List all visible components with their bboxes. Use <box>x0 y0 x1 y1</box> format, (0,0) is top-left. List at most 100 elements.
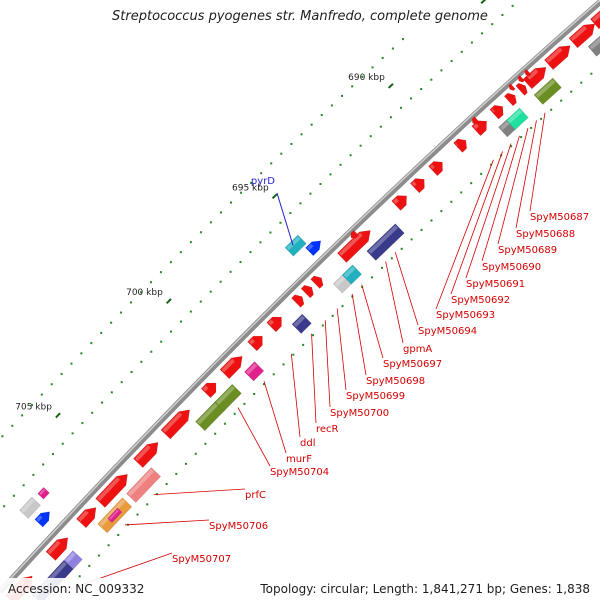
gc-content-mark <box>78 575 81 578</box>
gc-skew-mark <box>279 221 282 224</box>
cog-feature <box>107 507 123 523</box>
gc-content-mark <box>214 432 217 435</box>
gc-content-mark <box>243 402 246 405</box>
gc-content-mark <box>331 314 334 317</box>
gc-content-mark <box>204 442 207 445</box>
gc-skew-mark <box>379 125 382 128</box>
cog-feature <box>214 383 242 412</box>
gc-skew-mark <box>120 311 123 314</box>
gene-label: SpyM50688 <box>516 229 575 240</box>
gc-skew-mark <box>189 310 192 313</box>
gc-skew-mark <box>80 352 83 355</box>
gene-leader-line <box>351 293 367 376</box>
gc-content-mark <box>223 422 226 425</box>
gc-skew-mark <box>1 435 4 438</box>
cds-feature <box>525 66 547 87</box>
gc-skew-mark <box>159 271 162 274</box>
cds-feature <box>590 4 600 30</box>
cds-feature <box>503 92 517 107</box>
cds-feature <box>300 285 314 299</box>
cog-feature <box>244 361 265 382</box>
cds-reverse-feature <box>508 83 516 91</box>
gc-content-mark <box>175 472 178 475</box>
gc-content-mark <box>580 81 583 84</box>
gc-skew-mark <box>22 484 25 487</box>
gc-skew-mark <box>209 290 212 293</box>
gc-content-mark <box>117 534 120 537</box>
cds-feature <box>515 82 528 96</box>
scale-tick <box>387 83 394 89</box>
cds-feature <box>133 442 159 468</box>
cog-feature <box>291 313 312 334</box>
gc-skew-mark <box>269 231 272 234</box>
gc-skew-mark <box>369 135 372 138</box>
scale-tick-label: 690 kbp <box>348 73 385 83</box>
gc-content-mark <box>520 136 523 139</box>
gene-label: SpyM50691 <box>466 279 525 290</box>
gc-content-mark <box>470 182 473 185</box>
gc-skew-mark <box>229 270 232 273</box>
gc-skew-mark <box>491 23 494 26</box>
gene-leader-line <box>336 308 347 391</box>
gene-label: SpyM50699 <box>346 391 405 402</box>
cds-reverse-feature <box>350 230 359 239</box>
gene-label: SpyM50697 <box>383 359 442 370</box>
gene-leader-line <box>324 320 331 408</box>
gene-label-pyrD: pyrD <box>251 176 275 187</box>
gc-skew-mark <box>30 403 33 406</box>
gc-content-mark <box>510 145 513 148</box>
gc-skew-mark <box>289 212 292 215</box>
gc-content-mark <box>460 191 463 194</box>
gc-content-mark <box>590 72 593 75</box>
gc-skew-mark <box>239 260 242 263</box>
gc-content-mark <box>380 266 383 269</box>
gc-skew-mark <box>169 261 172 264</box>
gene-label: SpyM50698 <box>366 376 425 387</box>
gc-skew-mark <box>120 381 123 384</box>
outer-feature <box>305 240 322 257</box>
gc-skew-mark <box>240 191 243 194</box>
cds-feature <box>95 473 128 508</box>
gc-skew-mark <box>42 463 45 466</box>
gene-leader-line <box>153 488 246 496</box>
gc-skew-mark <box>110 321 113 324</box>
gc-skew-mark <box>199 231 202 234</box>
gene-leader-line <box>515 120 537 229</box>
gc-skew-mark <box>420 88 423 91</box>
gene-label: murF <box>286 454 312 465</box>
cog-feature <box>533 77 562 105</box>
gc-skew-mark <box>501 14 504 17</box>
gc-content-mark <box>233 412 236 415</box>
gc-skew-mark <box>40 393 43 396</box>
gc-content-mark <box>146 503 149 506</box>
cog-feature <box>587 22 600 57</box>
gc-skew-mark <box>381 56 384 59</box>
gc-skew-mark <box>229 201 232 204</box>
gc-skew-mark <box>391 47 394 50</box>
cds-reverse-feature <box>524 69 532 77</box>
gene-leader-line <box>450 151 503 295</box>
cds-feature <box>247 335 263 352</box>
gc-skew-mark <box>309 192 312 195</box>
gc-skew-mark <box>402 38 405 41</box>
gc-content-mark <box>311 334 314 337</box>
scale-tick <box>480 0 487 4</box>
cog-feature <box>332 274 352 294</box>
gc-content-mark <box>570 90 573 93</box>
cds-feature <box>453 138 467 153</box>
gc-skew-mark <box>330 104 333 107</box>
gene-leader-line <box>263 381 287 454</box>
gene-leader-line <box>497 128 529 245</box>
gc-content-mark <box>184 462 187 465</box>
cds-feature <box>428 161 443 177</box>
gene-leader-line <box>435 159 494 310</box>
cog-feature <box>63 550 83 570</box>
gene-label: SpyM50692 <box>451 295 510 306</box>
gc-skew-mark <box>310 123 313 126</box>
gc-content-mark <box>194 452 197 455</box>
gc-content-mark <box>480 172 483 175</box>
cds-reverse-feature <box>517 75 525 83</box>
gc-content-mark <box>292 353 295 356</box>
